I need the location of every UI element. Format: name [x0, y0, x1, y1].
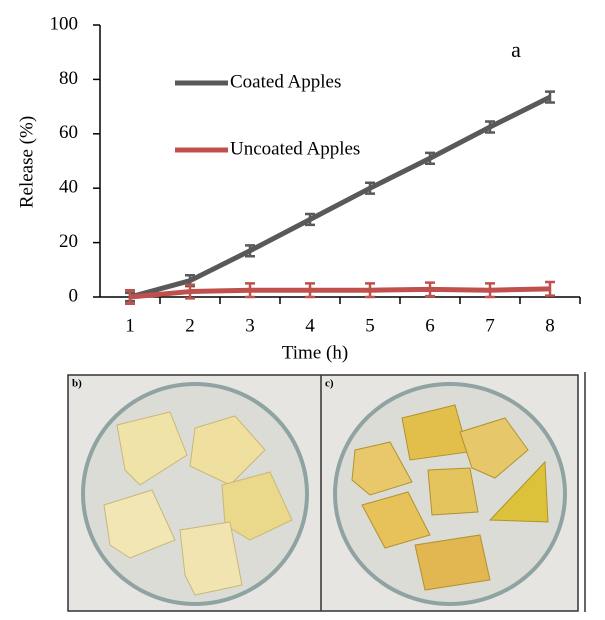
figure: a Time (h) Release (%) b) c) 0 20 40 60 80 10…: [0, 0, 605, 620]
data-line: [130, 97, 550, 297]
apple-piece: [428, 468, 478, 515]
x-tick-label: 3: [245, 315, 255, 336]
x-tick-label: 7: [485, 315, 495, 336]
x-axis-title: Time (h): [282, 342, 348, 363]
photo-panels: b) c): [68, 372, 585, 612]
y-tick-label: 40: [59, 177, 78, 198]
y-tick-label: 60: [59, 122, 78, 143]
x-tick-label: 4: [305, 315, 315, 336]
legend-label: Coated Apples: [230, 71, 341, 92]
x-tick-label: 2: [185, 315, 195, 336]
page: a Time (h) Release (%) b) c) 0 20 40 60 80 10…: [0, 0, 605, 620]
y-axis-title: Release (%): [16, 116, 37, 208]
y-tick-label: 0: [69, 285, 79, 306]
legend-label: Uncoated Apples: [230, 138, 360, 159]
y-tick-label: 80: [59, 68, 78, 89]
y-tick-label: 100: [50, 13, 79, 34]
x-tick-label: 6: [425, 315, 435, 336]
panel-label: a: [511, 37, 521, 62]
x-tick-label: 5: [365, 315, 375, 336]
photo-label: b): [72, 378, 82, 390]
x-tick-label: 1: [125, 315, 135, 336]
y-tick-label: 20: [59, 231, 78, 252]
x-tick-label: 8: [545, 315, 555, 336]
apple-piece: [415, 535, 490, 590]
photo-label: c): [325, 378, 334, 390]
